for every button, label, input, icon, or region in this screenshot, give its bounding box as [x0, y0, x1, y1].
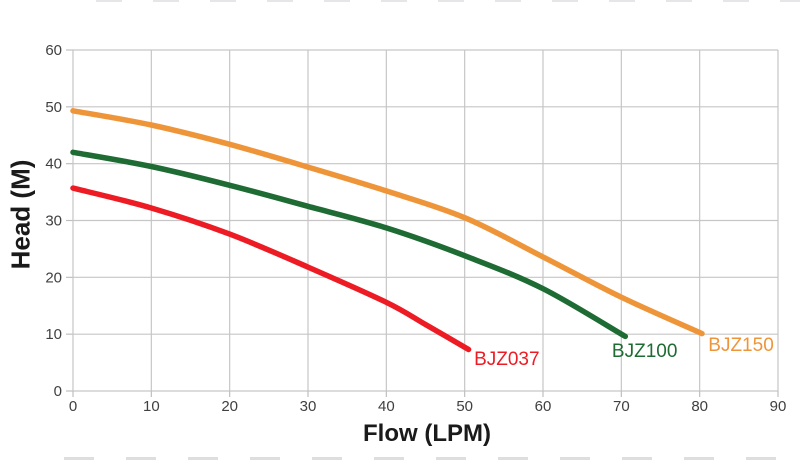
x-tick-label: 10 [143, 398, 160, 415]
y-tick-label: 60 [45, 42, 62, 59]
edge-artifact-bottom [560, 457, 590, 460]
x-tick-label: 40 [378, 398, 395, 415]
y-tick-label: 50 [45, 99, 62, 116]
edge-artifact-bottom [498, 457, 528, 460]
y-tick-label: 0 [54, 383, 62, 400]
edge-artifact-top [438, 0, 464, 2]
edge-artifact-bottom [64, 457, 94, 460]
series-line-BJZ037 [70, 185, 472, 353]
edge-artifact-bottom [312, 457, 342, 460]
x-tick-label: 80 [691, 398, 708, 415]
edge-artifact-top [723, 0, 749, 2]
x-tick-label: 20 [221, 398, 238, 415]
edge-artifact-bottom [250, 457, 280, 460]
y-tick-label: 20 [45, 269, 62, 286]
x-tick-label: 60 [535, 398, 552, 415]
edge-artifact-top [324, 0, 350, 2]
edge-artifact-bottom [684, 457, 714, 460]
series-line-BJZ100 [70, 149, 629, 340]
edge-artifact-top [552, 0, 578, 2]
x-tick-label: 50 [456, 398, 473, 415]
series-label-BJZ150: BJZ150 [708, 335, 773, 356]
edge-artifact-bottom [622, 457, 652, 460]
series-label-BJZ037: BJZ037 [474, 349, 539, 370]
x-tick-label: 0 [69, 398, 77, 415]
edge-artifact-bottom [188, 457, 218, 460]
edge-artifact-top [210, 0, 236, 2]
edge-artifact-top [609, 0, 635, 2]
edge-artifact-top [495, 0, 521, 2]
edge-artifact-top [267, 0, 293, 2]
y-axis-title: Head (M) [5, 159, 36, 270]
series-label-BJZ100: BJZ100 [612, 341, 677, 362]
y-tick-label: 30 [45, 213, 62, 230]
x-tick-label: 70 [613, 398, 630, 415]
edge-artifact-bottom [746, 457, 776, 460]
edge-artifact-top [96, 0, 122, 2]
edge-artifact-top [153, 0, 179, 2]
edge-artifact-bottom [436, 457, 466, 460]
x-axis-title: Flow (LPM) [363, 420, 491, 447]
edge-artifact-top [381, 0, 407, 2]
edge-artifact-bottom [126, 457, 156, 460]
edge-artifact-bottom [374, 457, 404, 460]
x-tick-label: 90 [770, 398, 787, 415]
series-line-BJZ150 [70, 108, 705, 337]
x-tick-label: 30 [300, 398, 317, 415]
y-tick-label: 40 [45, 156, 62, 173]
y-tick-label: 10 [45, 326, 62, 343]
edge-artifact-top [666, 0, 692, 2]
edge-artifact-top [780, 0, 800, 2]
